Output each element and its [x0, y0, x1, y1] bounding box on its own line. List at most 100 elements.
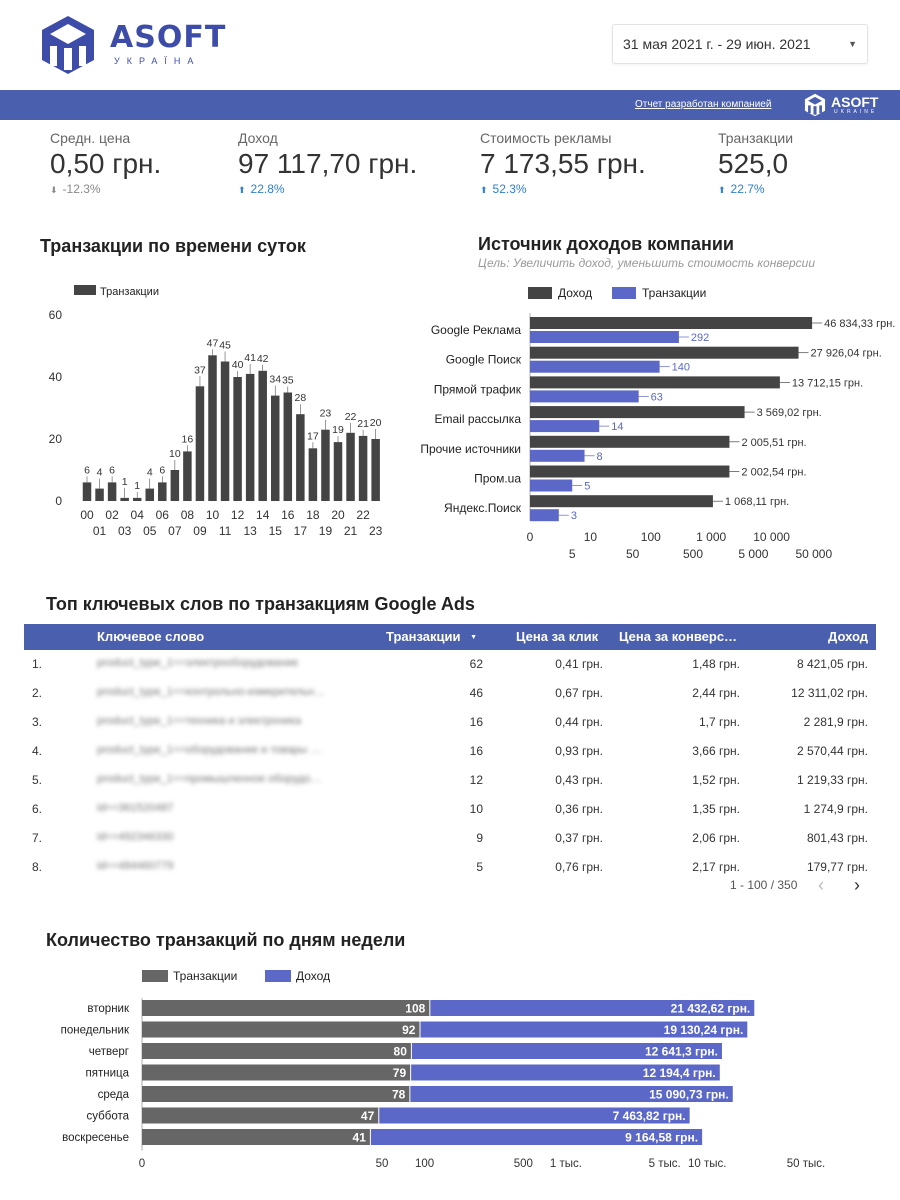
- arrow-down-icon: ⬇: [50, 185, 58, 195]
- source-chart: Доход Транзакции Google Реклама 46 834,33 г…: [420, 286, 895, 561]
- table-row[interactable]: 8. id==484460779 5 0,76 грн. 2,17 грн. 179,77…: [24, 858, 876, 878]
- table-row[interactable]: 6. id==361520487 10 0,36 грн. 1,35 грн. 1 274…: [24, 800, 876, 820]
- source-chart-subtitle: Цель: Увеличить доход, уменьшить стоимос…: [478, 256, 816, 270]
- kpi-card: Транзакции 525,0 ⬆ 22.7%: [718, 130, 900, 200]
- transactions-bar-label: 8: [597, 451, 603, 463]
- transactions-bar-label: 41: [353, 1131, 367, 1145]
- chevron-left-icon[interactable]: ‹: [818, 875, 824, 895]
- kpi-change: ⬆ 22.7%: [718, 182, 765, 196]
- hour-bar: [233, 377, 242, 501]
- column-header-cpc[interactable]: Цена за клик: [516, 629, 599, 644]
- hour-bar: [296, 414, 305, 501]
- x-tick-label: 01: [93, 524, 107, 538]
- hour-bar: [95, 488, 104, 501]
- hour-bar: [132, 497, 142, 501]
- transactions-bar: [530, 509, 559, 522]
- transactions-bar: [530, 420, 600, 433]
- x-tick-label: 50: [626, 547, 640, 561]
- table-row[interactable]: 7. id==492346330 9 0,37 грн. 2,06 грн. 801,43…: [24, 829, 876, 849]
- arrow-up-icon: ⬆: [238, 185, 246, 195]
- keyword-cell: product_type_1==электрооборудование: [97, 657, 299, 669]
- category-label: пятница: [86, 1068, 130, 1080]
- table-row[interactable]: 1. product_type_1==электрооборудование 62 0…: [24, 655, 876, 675]
- transactions-cell: 12: [469, 773, 483, 787]
- kpi-label: Средн. цена: [50, 130, 131, 146]
- revenue-bar-label: 15 090,73 грн.: [649, 1088, 729, 1102]
- transactions-cell: 46: [469, 686, 483, 700]
- column-header-transactions-label: Транзакции: [386, 629, 461, 644]
- cpa-cell: 2,44 грн.: [692, 686, 740, 700]
- hour-bar: [170, 470, 180, 501]
- transactions-cell: 16: [469, 744, 483, 758]
- kpi-card: Доход 97 117,70 грн. ⬆ 22.8%: [238, 130, 468, 200]
- hour-bar-label: 37: [194, 364, 206, 376]
- revenue-bar: [530, 346, 799, 359]
- legend-label-revenue: Доход: [296, 969, 330, 983]
- category-label: воскресенье: [62, 1132, 129, 1144]
- category-label: понедельник: [61, 1025, 130, 1037]
- weekday-chart: Транзакции Доход вторник 108 21 432,62 грн. п…: [61, 969, 826, 1170]
- logo[interactable]: ASOFT УКРАЇНА: [40, 14, 250, 78]
- arrow-up-icon: ⬆: [480, 185, 488, 195]
- column-header-keyword[interactable]: Ключевое слово: [97, 629, 205, 644]
- x-tick-label: 00: [80, 508, 94, 522]
- cpa-cell: 1,7 грн.: [698, 715, 740, 729]
- transactions-bar-label: 3: [571, 510, 577, 522]
- cpa-cell: 1,35 грн.: [692, 802, 740, 816]
- revenue-cell: 1 219,33 грн.: [796, 773, 868, 787]
- transactions-cell: 16: [469, 715, 483, 729]
- hour-bar-label: 23: [320, 408, 332, 420]
- transactions-cell: 62: [469, 657, 483, 671]
- hour-bar-label: 16: [182, 433, 194, 445]
- transactions-bar: [530, 479, 573, 492]
- made-by-link[interactable]: Отчет разработан компанией: [635, 99, 772, 110]
- category-label: Прочие источники: [420, 442, 521, 456]
- table-row[interactable]: 4. product_type_1==оборудование и товары …: [24, 742, 876, 762]
- hour-bar: [208, 355, 217, 501]
- x-tick-label: 17: [294, 524, 308, 538]
- x-tick-label: 21: [344, 524, 358, 538]
- table-row[interactable]: 3. product_type_1==техника и электроника 1…: [24, 713, 876, 733]
- asoft-logo-icon: [42, 16, 94, 74]
- date-range-picker[interactable]: 31 мая 2021 г. - 29 июн. 2021 ▼: [612, 24, 868, 64]
- revenue-bar: [530, 376, 780, 389]
- x-tick-label: 10: [206, 508, 220, 522]
- chevron-right-icon[interactable]: ›: [854, 875, 860, 895]
- revenue-bar-label: 1 068,11 грн.: [725, 496, 789, 508]
- transactions-cell: 9: [476, 831, 483, 845]
- transactions-bar: [142, 1107, 379, 1124]
- table-row[interactable]: 2. product_type_1==контрольно-измерительн…: [24, 684, 876, 704]
- row-number: 7.: [32, 831, 43, 845]
- kpi-card: Стоимость рекламы 7 173,55 грн. ⬆ 52.3%: [480, 130, 710, 200]
- row-number: 8.: [32, 860, 43, 874]
- category-label: суббота: [87, 1111, 130, 1123]
- transactions-bar: [142, 1086, 410, 1102]
- revenue-bar-label: 46 834,33 грн.: [824, 318, 895, 330]
- transactions-bar: [530, 360, 660, 373]
- weekday-chart-title: Количество транзакций по дням недели: [46, 930, 406, 950]
- legend-label-transactions: Транзакции: [642, 286, 706, 300]
- category-label: четверг: [89, 1046, 129, 1058]
- hour-bar: [145, 488, 154, 501]
- x-tick-label: 50 тыс.: [787, 1158, 825, 1170]
- revenue-cell: 2 570,44 грн.: [796, 744, 868, 758]
- y-tick-label: 0: [55, 494, 62, 508]
- column-header-revenue[interactable]: Доход: [828, 629, 868, 644]
- revenue-bar: [530, 465, 730, 478]
- table-row[interactable]: 5. product_type_1==промышленное оборудо… 1…: [24, 771, 876, 791]
- column-header-cpa[interactable]: Цена за конверс…: [619, 629, 738, 644]
- x-tick-label: 500: [514, 1158, 533, 1170]
- x-tick-label: 50: [376, 1158, 389, 1170]
- hour-bar-label: 20: [370, 417, 382, 429]
- revenue-bar-label: 19 130,24 грн.: [664, 1023, 744, 1037]
- hour-bar: [321, 429, 330, 501]
- kpi-value: 97 117,70 грн.: [238, 148, 418, 179]
- transactions-bar-label: 79: [393, 1066, 407, 1080]
- date-range-text: 31 мая 2021 г. - 29 июн. 2021: [623, 36, 811, 52]
- revenue-bar: [379, 1107, 690, 1124]
- row-number: 4.: [32, 744, 43, 758]
- hour-bar-label: 17: [307, 430, 319, 442]
- legend-label-revenue: Доход: [558, 286, 592, 300]
- transactions-bar: [530, 331, 679, 343]
- column-header-transactions[interactable]: Транзакции ▼: [386, 629, 477, 644]
